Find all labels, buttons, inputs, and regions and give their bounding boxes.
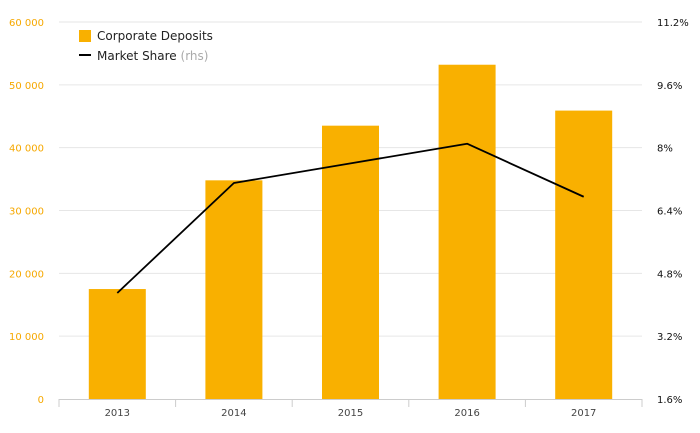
y-tick-label: 0: [38, 395, 44, 406]
legend-series-name: Market Share: [97, 49, 177, 63]
y-tick-label: 20 000: [9, 269, 44, 280]
bar-2015: [322, 125, 379, 400]
y2-tick-label: 3.2%: [657, 332, 682, 343]
x-tick-label: 2014: [221, 408, 246, 419]
y2-tick-label: 6.4%: [657, 207, 682, 218]
y-tick-label: 60 000: [9, 18, 44, 29]
y2-tick-label: 8%: [657, 144, 673, 155]
y2-tick-label: 9.6%: [657, 81, 682, 92]
y2-tick-label: 11.2%: [657, 18, 689, 29]
bar-2016: [438, 64, 496, 399]
y-tick-label: 10 000: [9, 332, 44, 343]
y-tick-label: 40 000: [9, 144, 44, 155]
legend-label-market-share: Market Share (rhs): [97, 49, 208, 63]
market-share-line: [116, 142, 585, 294]
x-tick-label: 2015: [338, 408, 363, 419]
legend-series-suffix: (rhs): [181, 49, 209, 63]
bar-2017: [555, 110, 613, 399]
right-axis: 1.6% 3.2% 4.8% 6.4% 8% 9.6% 11.2%: [657, 18, 689, 406]
x-tick-label: 2013: [105, 408, 130, 419]
x-tick-label: 2017: [571, 408, 596, 419]
bar-2013: [88, 289, 146, 399]
left-axis: 0 10 000 20 000 30 000 40 000 50 000 60 000: [9, 18, 44, 406]
x-tick-label: 2016: [454, 408, 479, 419]
line-series: [116, 142, 585, 294]
y-tick-label: 30 000: [9, 207, 44, 218]
y2-tick-label: 4.8%: [657, 269, 682, 280]
bar-series: [88, 64, 613, 400]
x-axis: 2013 2014 2015 2016 2017: [58, 399, 643, 419]
legend-swatch-corporate-deposits: [79, 30, 91, 42]
y2-tick-label: 1.6%: [657, 395, 682, 406]
legend-label-corporate-deposits: Corporate Deposits: [97, 29, 213, 43]
bar-2014: [205, 180, 263, 399]
legend: Corporate Deposits Market Share (rhs): [79, 29, 213, 63]
y-tick-label: 50 000: [9, 81, 44, 92]
